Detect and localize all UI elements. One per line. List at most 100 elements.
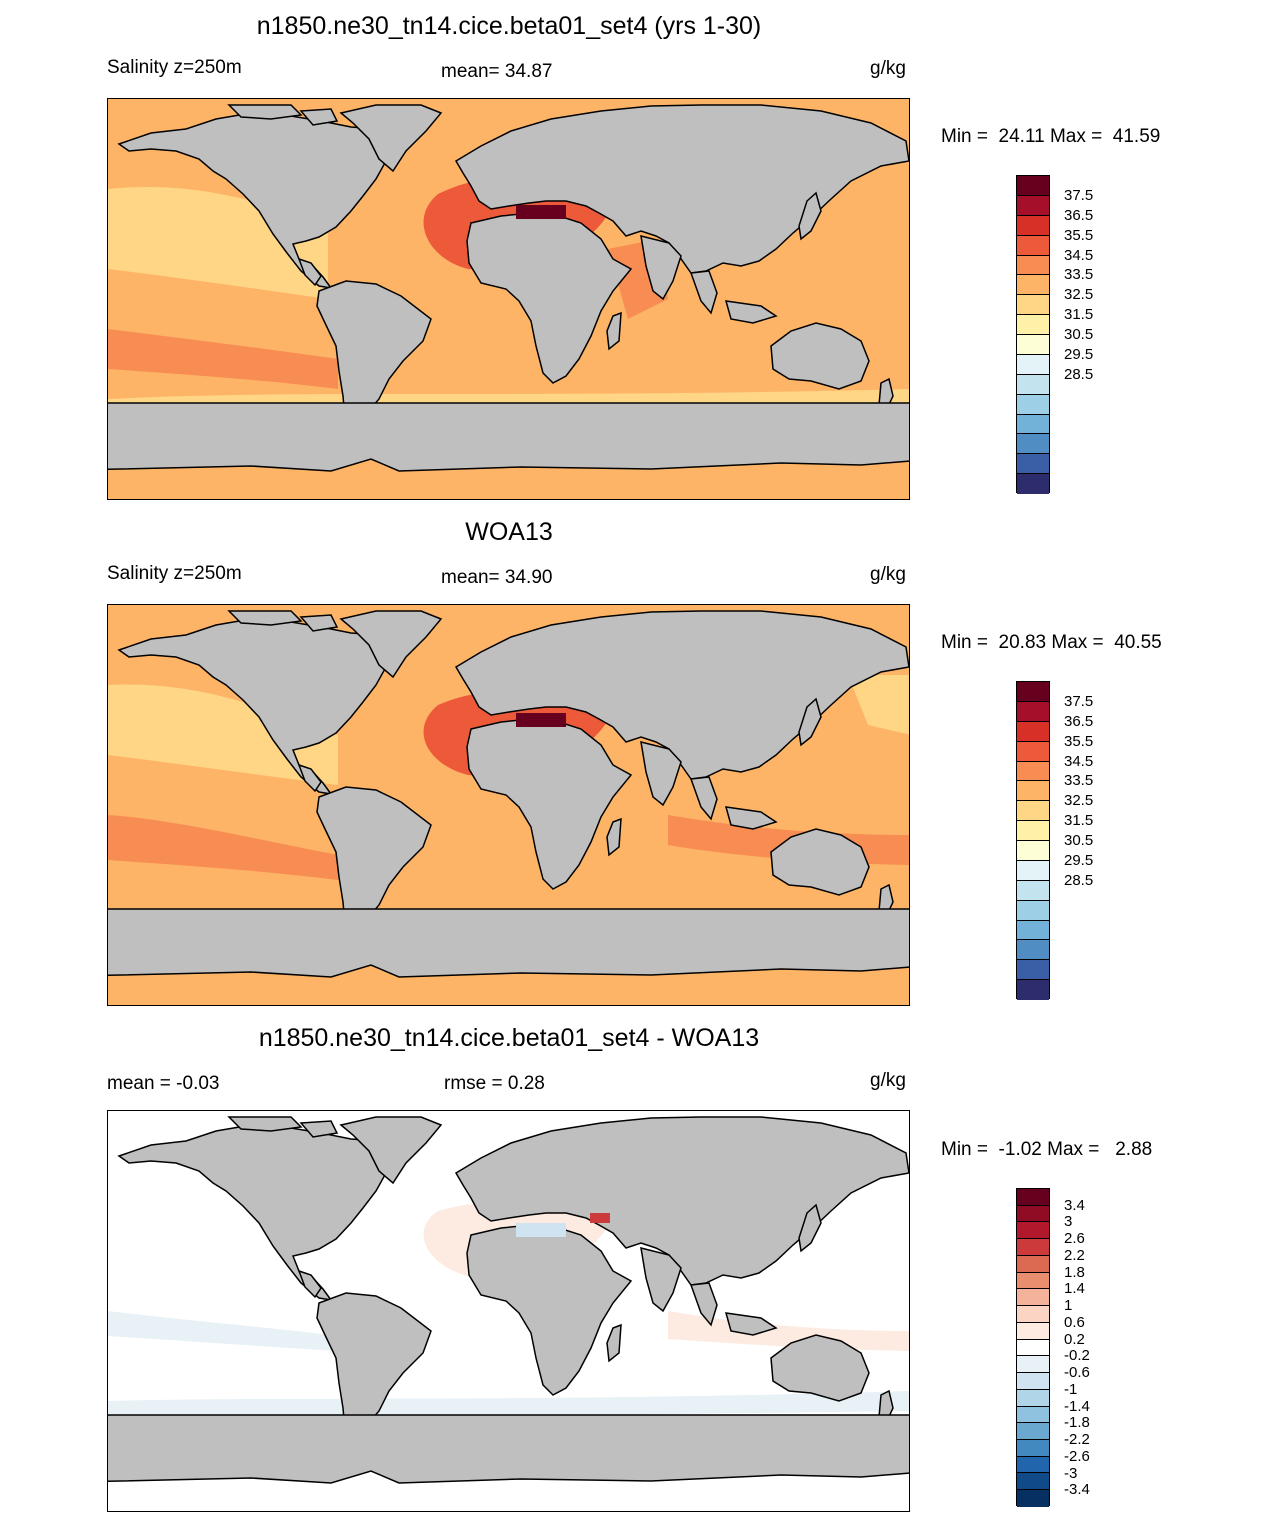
colorbar-label: 35.5	[1064, 226, 1094, 244]
colorbar-label: 3.4	[1064, 1196, 1085, 1214]
colorbar-label: -3	[1064, 1464, 1078, 1482]
colorbar-swatch	[1017, 275, 1049, 296]
colorbar-label: -1.8	[1064, 1414, 1090, 1432]
colorbar-swatch	[1017, 781, 1049, 802]
colorbar-swatch	[1017, 1440, 1049, 1457]
colorbar-swatch	[1017, 1322, 1049, 1340]
colorbar-swatch	[1017, 374, 1049, 395]
colorbar-label: 33.5	[1064, 266, 1094, 284]
colorbar-swatch	[1017, 1473, 1049, 1491]
colorbar-swatch	[1017, 1456, 1049, 1474]
colorbar-swatch	[1017, 1406, 1049, 1424]
colorbar-label: 2.6	[1064, 1230, 1085, 1248]
mean-label: mean= 34.87	[441, 61, 553, 82]
colorbar-swatch	[1017, 1373, 1049, 1390]
variable-label: Salinity z=250m	[107, 563, 242, 584]
colorbar-label: 29.5	[1064, 345, 1094, 363]
min-max-label: Min = -1.02 Max = 2.88	[941, 1139, 1153, 1160]
colorbar-swatch	[1017, 1389, 1049, 1407]
colorbar-swatch	[1017, 980, 1049, 1000]
colorbar-label: -0.6	[1064, 1364, 1090, 1382]
colorbar-swatch	[1017, 701, 1049, 722]
panel-title: n1850.ne30_tn14.cice.beta01_set4 - WOA13	[258, 1024, 760, 1052]
colorbar	[1016, 1188, 1050, 1507]
units-label: g/kg	[870, 564, 906, 585]
colorbar-swatch	[1017, 821, 1049, 841]
colorbar-label: 30.5	[1064, 326, 1094, 343]
colorbar-swatch	[1017, 295, 1049, 316]
colorbar-swatch	[1017, 860, 1049, 881]
colorbar-swatch	[1017, 841, 1049, 861]
colorbar-swatch	[1017, 454, 1049, 475]
colorbar-label: 28.5	[1064, 365, 1094, 383]
colorbar-label: -0.2	[1064, 1347, 1090, 1365]
colorbar-swatch	[1017, 414, 1049, 435]
colorbar-label: 31.5	[1064, 306, 1094, 324]
colorbar-swatch	[1017, 176, 1049, 196]
colorbar-swatch	[1017, 801, 1049, 822]
colorbar-swatch	[1017, 394, 1049, 415]
colorbar-swatch	[1017, 960, 1049, 981]
colorbar-swatch	[1017, 1205, 1049, 1223]
colorbar-swatch	[1017, 682, 1049, 702]
colorbar-swatch	[1017, 1356, 1049, 1374]
min-max-label: Min = 20.83 Max = 40.55	[941, 632, 1162, 653]
colorbar	[1016, 175, 1050, 494]
colorbar-label: 37.5	[1064, 186, 1094, 204]
colorbar-swatch	[1017, 1255, 1049, 1273]
colorbar-swatch	[1017, 1189, 1049, 1206]
colorbar-label: 35.5	[1064, 732, 1094, 750]
colorbar-label: 36.5	[1064, 712, 1094, 730]
mean-label: mean= 34.90	[441, 567, 553, 588]
salinity-map	[107, 98, 910, 500]
colorbar-label: -2.6	[1064, 1447, 1090, 1465]
colorbar	[1016, 681, 1050, 1000]
colorbar-label: 1.8	[1064, 1263, 1085, 1281]
colorbar-swatch	[1017, 940, 1049, 961]
panel-title: n1850.ne30_tn14.cice.beta01_set4 (yrs 1-…	[256, 12, 762, 40]
colorbar-label: 34.5	[1064, 246, 1094, 264]
units-label: g/kg	[870, 58, 906, 79]
colorbar-swatch	[1017, 1222, 1049, 1240]
colorbar-swatch	[1017, 315, 1049, 335]
colorbar-swatch	[1017, 1423, 1049, 1441]
colorbar-label: 0.2	[1064, 1330, 1085, 1348]
colorbar-label: 1	[1064, 1297, 1073, 1315]
colorbar-swatch	[1017, 235, 1049, 256]
colorbar-label: 32.5	[1064, 792, 1094, 810]
panel-model: n1850.ne30_tn14.cice.beta01_set4 (yrs 1-…	[0, 0, 1285, 505]
colorbar-label: 34.5	[1064, 752, 1094, 770]
colorbar-label: 3	[1064, 1213, 1073, 1231]
colorbar-swatch	[1017, 335, 1049, 355]
colorbar-swatch	[1017, 1306, 1049, 1323]
panel-woa13: WOA13 Salinity z=250m mean= 34.90 g/kg M…	[107, 518, 1162, 1006]
salinity-map	[107, 604, 910, 1006]
colorbar-label: -1.4	[1064, 1397, 1090, 1415]
colorbar-swatch	[1017, 1272, 1049, 1290]
colorbar-swatch	[1017, 215, 1049, 236]
min-max-label: Min = 24.11 Max = 41.59	[941, 126, 1161, 147]
colorbar-swatch	[1017, 880, 1049, 901]
colorbar-swatch	[1017, 474, 1049, 494]
mean-label: mean = -0.03	[107, 1073, 220, 1094]
colorbar-swatch	[1017, 1289, 1049, 1307]
colorbar-label: 29.5	[1064, 851, 1094, 869]
colorbar-label: -3.4	[1064, 1481, 1090, 1499]
colorbar-swatch	[1017, 900, 1049, 921]
colorbar-swatch	[1017, 434, 1049, 455]
colorbar-label: 30.5	[1064, 832, 1094, 849]
colorbar-swatch	[1017, 1339, 1049, 1357]
colorbar-swatch	[1017, 354, 1049, 375]
colorbar-swatch	[1017, 1239, 1049, 1256]
colorbar-label: -1	[1064, 1380, 1078, 1398]
colorbar-label: 28.5	[1064, 871, 1094, 889]
colorbar-label: 31.5	[1064, 812, 1094, 830]
colorbar-swatch	[1017, 1490, 1049, 1507]
panel-title: WOA13	[465, 518, 553, 546]
colorbar-label: -2.2	[1064, 1431, 1090, 1449]
variable-label: Salinity z=250m	[107, 57, 242, 78]
colorbar-swatch	[1017, 920, 1049, 941]
colorbar-label: 37.5	[1064, 692, 1094, 710]
colorbar-label: 0.6	[1064, 1313, 1085, 1331]
